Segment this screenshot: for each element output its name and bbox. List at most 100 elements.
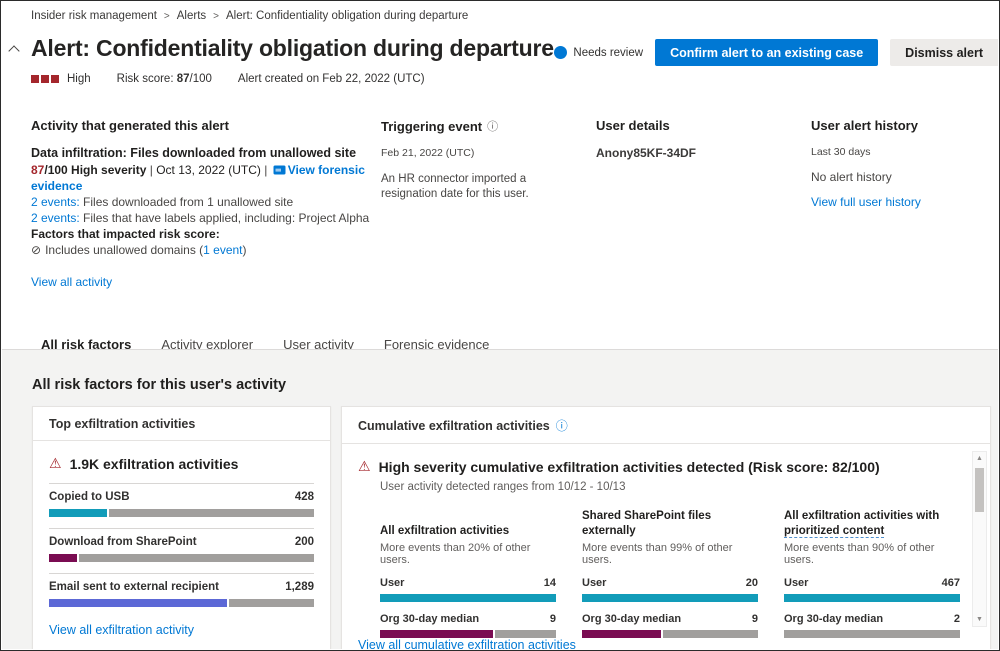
user-alert-history-column: User alert history Last 30 days No alert…: [811, 118, 969, 291]
alert-summary-grid: Activity that generated this alert Data …: [31, 118, 969, 291]
bar-value: 428: [295, 491, 314, 503]
needs-review-dot-icon: [554, 46, 567, 59]
sharepoint-download-bar: [49, 554, 314, 562]
view-all-cumulative-exfiltration-link[interactable]: View all cumulative exfiltration activit…: [358, 638, 960, 649]
view-all-activity-link[interactable]: View all activity: [31, 275, 112, 289]
factor-event-link[interactable]: 1 event: [203, 243, 242, 257]
bar-value: 1,289: [285, 581, 314, 593]
event-line: 2 events: Files downloaded from 1 unallo…: [31, 194, 381, 210]
median-label: Org 30-day median: [380, 613, 479, 625]
info-icon[interactable]: ⓘ: [556, 417, 568, 434]
top-exfiltration-card-header: Top exfiltration activities: [33, 407, 330, 441]
median-label: Org 30-day median: [784, 613, 883, 625]
warning-icon: ⚠: [49, 455, 62, 472]
scrollbar-down-arrow-icon[interactable]: ▼: [973, 616, 986, 623]
triggering-event-column: Triggering eventⓘ Feb 21, 2022 (UTC) An …: [381, 118, 596, 291]
cumulative-columns: All exfiltration activities More events …: [380, 509, 960, 638]
severity-square-icon: [41, 75, 49, 83]
user-details-column: User details Anony85KF-34DF: [596, 118, 811, 291]
chevron-right-icon: >: [164, 11, 170, 22]
card-scrollbar[interactable]: ▲ ▼: [972, 451, 987, 627]
activity-heading: Activity that generated this alert: [31, 118, 381, 133]
view-full-user-history-link[interactable]: View full user history: [811, 195, 921, 209]
history-empty-text: No alert history: [811, 170, 969, 184]
breadcrumb: Insider risk management > Alerts > Alert…: [1, 1, 999, 22]
events-count-link[interactable]: 2 events:: [31, 195, 80, 209]
triggering-event-description: An HR connector imported a resignation d…: [381, 172, 571, 202]
info-icon[interactable]: ⓘ: [487, 118, 498, 134]
chevron-right-icon: >: [213, 11, 219, 22]
median-value: 9: [550, 613, 556, 625]
scrollbar-thumb[interactable]: [975, 468, 984, 512]
status-badge: Needs review: [554, 46, 643, 59]
usb-copy-bar: [49, 509, 314, 517]
risk-factors-section: All risk factors for this user's activit…: [2, 349, 998, 649]
cumulative-exfiltration-card: Cumulative exfiltration activities ⓘ ⚠ H…: [341, 406, 991, 649]
insider-risk-alert-page: Insider risk management > Alerts > Alert…: [0, 0, 1000, 651]
org-median-bar: [784, 630, 960, 638]
view-all-exfiltration-activity-link[interactable]: View all exfiltration activity: [49, 623, 314, 637]
severity-label: High: [67, 73, 91, 85]
exfiltration-bar-row: Email sent to external recipient 1,289: [49, 573, 314, 607]
severity-row: High Risk score: 87/100 Alert created on…: [31, 73, 969, 85]
events-count-link[interactable]: 2 events:: [31, 211, 80, 225]
activity-title: Data infiltration: Files downloaded from…: [31, 146, 381, 160]
breadcrumb-item-insider-risk[interactable]: Insider risk management: [31, 10, 157, 22]
median-value: 2: [954, 613, 960, 625]
cumulative-alert-heading: ⚠ High severity cumulative exfiltration …: [358, 458, 960, 475]
bar-label: Email sent to external recipient: [49, 581, 219, 593]
activity-column: Activity that generated this alert Data …: [31, 118, 381, 291]
exfiltration-bar-row: Copied to USB 428: [49, 483, 314, 517]
alert-created-date: Alert created on Feb 22, 2022 (UTC): [238, 73, 425, 85]
severity-square-icon: [51, 75, 59, 83]
top-exfiltration-alert-heading: ⚠ 1.9K exfiltration activities: [49, 455, 314, 472]
exfiltration-bar-row: Download from SharePoint200: [49, 528, 314, 562]
event-line: 2 events: Files that have labels applied…: [31, 210, 381, 226]
external-email-bar: [49, 599, 314, 607]
cumulative-card-header: Cumulative exfiltration activities ⓘ: [342, 407, 990, 444]
history-period: Last 30 days: [811, 146, 969, 158]
user-activity-bar: [784, 594, 960, 602]
severity-square-icon: [31, 75, 39, 83]
cumulative-date-range: User activity detected ranges from 10/12…: [380, 481, 960, 493]
cumulative-column-prioritized-content: All exfiltration activities with priorit…: [784, 509, 960, 638]
bar-label: Copied to USB: [49, 491, 130, 503]
scrollbar-up-arrow-icon[interactable]: ▲: [973, 455, 986, 462]
factors-heading: Factors that impacted risk score:: [31, 226, 381, 242]
user-value: 14: [544, 577, 556, 589]
alert-header: Alert: Confidentiality obligation during…: [1, 35, 999, 62]
video-evidence-icon: [273, 165, 286, 175]
triggering-event-heading: Triggering eventⓘ: [381, 118, 596, 134]
status-label: Needs review: [573, 47, 643, 59]
user-value: 467: [942, 577, 960, 589]
confirm-alert-button[interactable]: Confirm alert to an existing case: [655, 39, 878, 66]
median-label: Org 30-day median: [582, 613, 681, 625]
activity-score-line: 87/100 High severity | Oct 13, 2022 (UTC…: [31, 162, 381, 194]
collapse-chevron-icon[interactable]: [7, 43, 23, 59]
user-details-heading: User details: [596, 118, 811, 133]
bar-label: Download from SharePoint: [49, 536, 197, 548]
org-median-bar: [582, 630, 758, 638]
user-label: User: [380, 577, 404, 589]
user-activity-bar: [582, 594, 758, 602]
factor-line: ⊘ Includes unallowed domains (1 event): [31, 242, 381, 258]
prioritized-content-tooltip[interactable]: prioritized content: [784, 525, 884, 538]
user-activity-bar: [380, 594, 556, 602]
org-median-bar: [380, 630, 556, 638]
triggering-event-date: Feb 21, 2022 (UTC): [381, 147, 596, 159]
cumulative-column-shared-sharepoint: Shared SharePoint files externally More …: [582, 509, 758, 638]
breadcrumb-item-alerts[interactable]: Alerts: [177, 10, 206, 22]
user-alert-history-heading: User alert history: [811, 118, 969, 133]
activity-score-value: 87: [31, 163, 44, 177]
blocked-domain-icon: ⊘: [31, 242, 41, 258]
breadcrumb-item-current: Alert: Confidentiality obligation during…: [226, 10, 468, 22]
user-name: Anony85KF-34DF: [596, 146, 811, 160]
user-label: User: [784, 577, 808, 589]
risk-factor-cards: Top exfiltration activities ⚠ 1.9K exfil…: [32, 406, 991, 649]
risk-score: Risk score: 87/100: [117, 73, 212, 85]
top-exfiltration-card: Top exfiltration activities ⚠ 1.9K exfil…: [32, 406, 331, 649]
warning-icon: ⚠: [358, 458, 371, 475]
dismiss-alert-button[interactable]: Dismiss alert: [890, 39, 998, 66]
median-value: 9: [752, 613, 758, 625]
risk-factors-section-heading: All risk factors for this user's activit…: [2, 350, 998, 393]
